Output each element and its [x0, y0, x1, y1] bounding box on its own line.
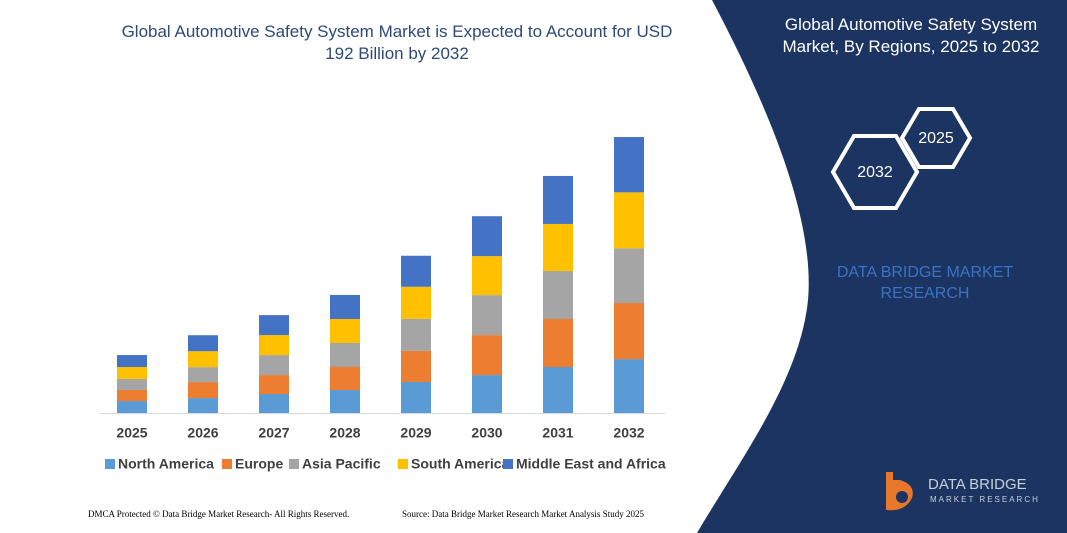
bar-segment: [401, 381, 431, 413]
bar-segment: [117, 378, 147, 390]
bar-segment: [117, 390, 147, 402]
bar-segment: [330, 318, 360, 343]
legend-swatch: [503, 459, 513, 469]
side-panel: [697, 0, 1067, 533]
bar-segment: [259, 335, 289, 356]
legend-label: Europe: [235, 456, 283, 472]
brand-text: DATA BRIDGE MARKET RESEARCH: [836, 264, 1014, 302]
hexagon: [830, 134, 920, 210]
x-tick-label: 2031: [542, 425, 573, 441]
bar-segment: [543, 175, 573, 224]
bar-segment: [330, 390, 360, 413]
bar-segment: [401, 255, 431, 287]
bar-segment: [401, 318, 431, 351]
bar-segment: [614, 303, 644, 360]
legend-swatch: [105, 459, 115, 469]
bar-segment: [117, 401, 147, 413]
bar-segment: [259, 375, 289, 395]
footer-note: Source: Data Bridge Market Research Mark…: [402, 509, 644, 519]
legend-label: Asia Pacific: [302, 456, 381, 472]
bar-segment: [472, 375, 502, 413]
bar-segment: [259, 394, 289, 413]
bar-segment: [472, 335, 502, 376]
bar-segment: [188, 335, 218, 352]
bar-segment: [543, 270, 573, 319]
bar-segment: [614, 359, 644, 413]
panel-title: Global Automotive Safety System Market, …: [782, 15, 1040, 57]
legend-label: South America: [411, 456, 509, 472]
x-tick-label: 2030: [471, 425, 502, 441]
hexagon: [899, 107, 973, 169]
legend-label: Middle East and Africa: [516, 456, 666, 472]
bar-segment: [472, 216, 502, 257]
bar-segment: [330, 342, 360, 367]
x-tick-label: 2025: [116, 425, 147, 441]
bar-segment: [472, 295, 502, 336]
legend-swatch: [398, 459, 408, 469]
bar-segment: [259, 355, 289, 376]
x-tick-label: 2027: [258, 425, 289, 441]
x-tick-label: 2029: [400, 425, 431, 441]
logo-mark: [896, 491, 908, 503]
logo: DATA BRIDGE MARKET RESEARCH: [886, 472, 1040, 511]
bar-segment: [188, 351, 218, 368]
bar-segment: [330, 367, 360, 390]
bar-segment: [543, 223, 573, 271]
legend-swatch: [289, 459, 299, 469]
x-tick-label: 2032: [613, 425, 644, 441]
bar-segment: [330, 294, 360, 319]
hexagon-label: 2032: [857, 164, 893, 181]
bar-segment: [614, 192, 644, 249]
bar-segment: [614, 248, 644, 304]
bar-segment: [614, 137, 644, 193]
bar-segment: [188, 398, 218, 413]
bar-segment: [188, 367, 218, 383]
legend-swatch: [222, 459, 232, 469]
bar-segment: [188, 382, 218, 399]
bar-segment: [401, 350, 431, 382]
bar-segment: [543, 367, 573, 413]
logo-name: DATA BRIDGE: [928, 476, 1027, 493]
bar-segment: [543, 318, 573, 367]
legend-label: North America: [118, 456, 214, 472]
bar-segment: [117, 355, 147, 367]
bar-segment: [472, 256, 502, 296]
chart-title: Global Automotive Safety System Market i…: [121, 22, 673, 64]
x-tick-label: 2026: [187, 425, 218, 441]
logo-tagline: MARKET RESEARCH: [930, 495, 1040, 504]
x-tick-label: 2028: [329, 425, 360, 441]
footer-note: DMCA Protected © Data Bridge Market Rese…: [88, 509, 349, 519]
bar-segment: [117, 367, 147, 379]
hexagon-label: 2025: [918, 130, 954, 147]
bar-segment: [259, 315, 289, 336]
bar-segment: [401, 286, 431, 319]
